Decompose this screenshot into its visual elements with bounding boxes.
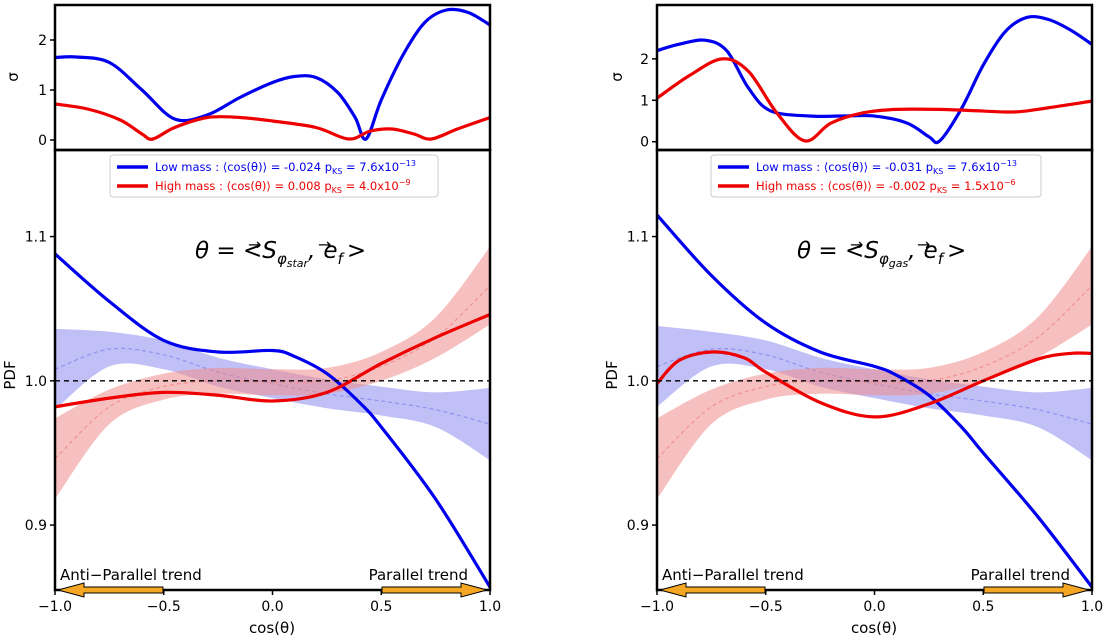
sigma-y-tick-label: 2 [38, 33, 47, 49]
high-mass-random-mean-line [657, 285, 1092, 460]
low-mass-pdf-line [657, 213, 1092, 589]
x-tick-label: 0.0 [261, 599, 283, 615]
main-panel-right: 0.9 1.0 1.1 −1.0 −0.5 0.0 0.5 1.0 PDF cos(θ) L… [603, 148, 1103, 637]
trend-label-parallel: Parallel trend [971, 566, 1070, 584]
high-mass-sigma-line [657, 57, 1092, 143]
pdf-ylabel: PDF [603, 360, 621, 389]
high-mass-random-confidence-band [657, 246, 1092, 500]
high-mass-sigma-line [55, 102, 490, 141]
legend-entry-low-mass: Low mass : ⟨cos(θ)⟩ = -0.024 pKS = 7.6x1… [155, 159, 416, 176]
x-tick-label: 0.0 [863, 599, 885, 615]
anti-parallel-arrow [658, 582, 766, 598]
vector-arrow-s: → [248, 235, 261, 254]
y-tick-label: 0.9 [627, 518, 649, 534]
low-mass-sigma-line [657, 14, 1092, 145]
y-tick-label: 1.0 [627, 374, 649, 390]
x-tick-label: −0.5 [749, 599, 783, 615]
legend-box [710, 154, 1042, 198]
x-tick-label: 0.5 [972, 599, 994, 615]
y-tick-label: 1.0 [25, 374, 47, 390]
legend-entry-low-mass: Low mass : ⟨cos(θ)⟩ = -0.031 pKS = 7.6x1… [756, 159, 1017, 176]
x-tick-label: 1.0 [1081, 599, 1103, 615]
legend-box [109, 154, 439, 198]
high-mass-pdf-line [55, 312, 490, 409]
y-tick-label: 1.1 [25, 230, 47, 246]
main-panel-left: 0.9 1.0 1.1 −1.0 −0.5 0.0 0.5 1.0 PDF cos(θ) L… [1, 148, 501, 637]
sigma-y-tick-label: 1 [640, 93, 649, 109]
x-axis-label: cos(θ) [851, 619, 897, 637]
sigma-ylabel: σ [4, 72, 22, 82]
sigma-y-tick-label: 0 [640, 135, 649, 151]
parallel-arrow [983, 582, 1091, 598]
y-tick-label: 1.1 [627, 230, 649, 246]
anti-parallel-arrow [56, 582, 164, 598]
y-tick-label: 0.9 [25, 518, 47, 534]
trend-label-anti-parallel: Anti−Parallel trend [60, 566, 202, 584]
legend: Low mass : ⟨cos(θ)⟩ = -0.031 pKS = 7.6x1… [710, 154, 1042, 198]
x-tick-label: −1.0 [640, 599, 674, 615]
panel-left: 0 1 2 σ 0.9 1.0 1.1 −1.0 −0.5 0.0 0.5 1.0 PDF co… [1, 3, 501, 637]
sigma-axes-frame [53, 3, 492, 152]
legend-entry-high-mass: High mass : ⟨cos(θ)⟩ = 0.008 pKS = 4.0x1… [155, 178, 410, 195]
sigma-y-tick-label: 1 [38, 83, 47, 99]
parallel-arrow [381, 582, 489, 598]
vector-arrow-e: → [318, 235, 331, 254]
low-mass-pdf-line [55, 252, 490, 588]
sigma-y-tick-label: 2 [640, 52, 649, 68]
x-tick-label: 1.0 [479, 599, 501, 615]
trend-label-anti-parallel: Anti−Parallel trend [662, 566, 804, 584]
vector-arrow-e: → [917, 235, 930, 254]
sigma-y-tick-label: 0 [38, 133, 47, 149]
vector-arrow-s: → [850, 235, 863, 254]
x-tick-label: −0.5 [147, 599, 181, 615]
theta-annotation: θ = <Sφgas, ef > [797, 238, 966, 270]
sigma-panel-right: 0 1 2 σ [608, 3, 1094, 152]
high-mass-random-confidence-band [55, 246, 490, 500]
sigma-panel-left: 0 1 2 σ [4, 3, 492, 152]
x-axis-label: cos(θ) [249, 619, 295, 637]
low-mass-sigma-line [55, 7, 490, 141]
theta-annotation: θ = <Sφstar, ef > [195, 238, 366, 270]
legend: Low mass : ⟨cos(θ)⟩ = -0.024 pKS = 7.6x1… [109, 154, 439, 198]
pdf-ylabel: PDF [1, 360, 19, 389]
x-tick-label: 0.5 [370, 599, 392, 615]
panel-right: 0 1 2 σ 0.9 1.0 1.1 −1.0 −0.5 0.0 0.5 1.0 PDF co… [603, 3, 1103, 637]
high-mass-random-mean-line [55, 285, 490, 460]
trend-label-parallel: Parallel trend [369, 566, 468, 584]
sigma-axes-frame [655, 3, 1094, 152]
legend-entry-high-mass: High mass : ⟨cos(θ)⟩ = -0.002 pKS = 1.5x… [756, 178, 1016, 195]
sigma-ylabel: σ [608, 72, 626, 82]
high-mass-pdf-line [657, 350, 1092, 419]
x-tick-label: −1.0 [38, 599, 72, 615]
